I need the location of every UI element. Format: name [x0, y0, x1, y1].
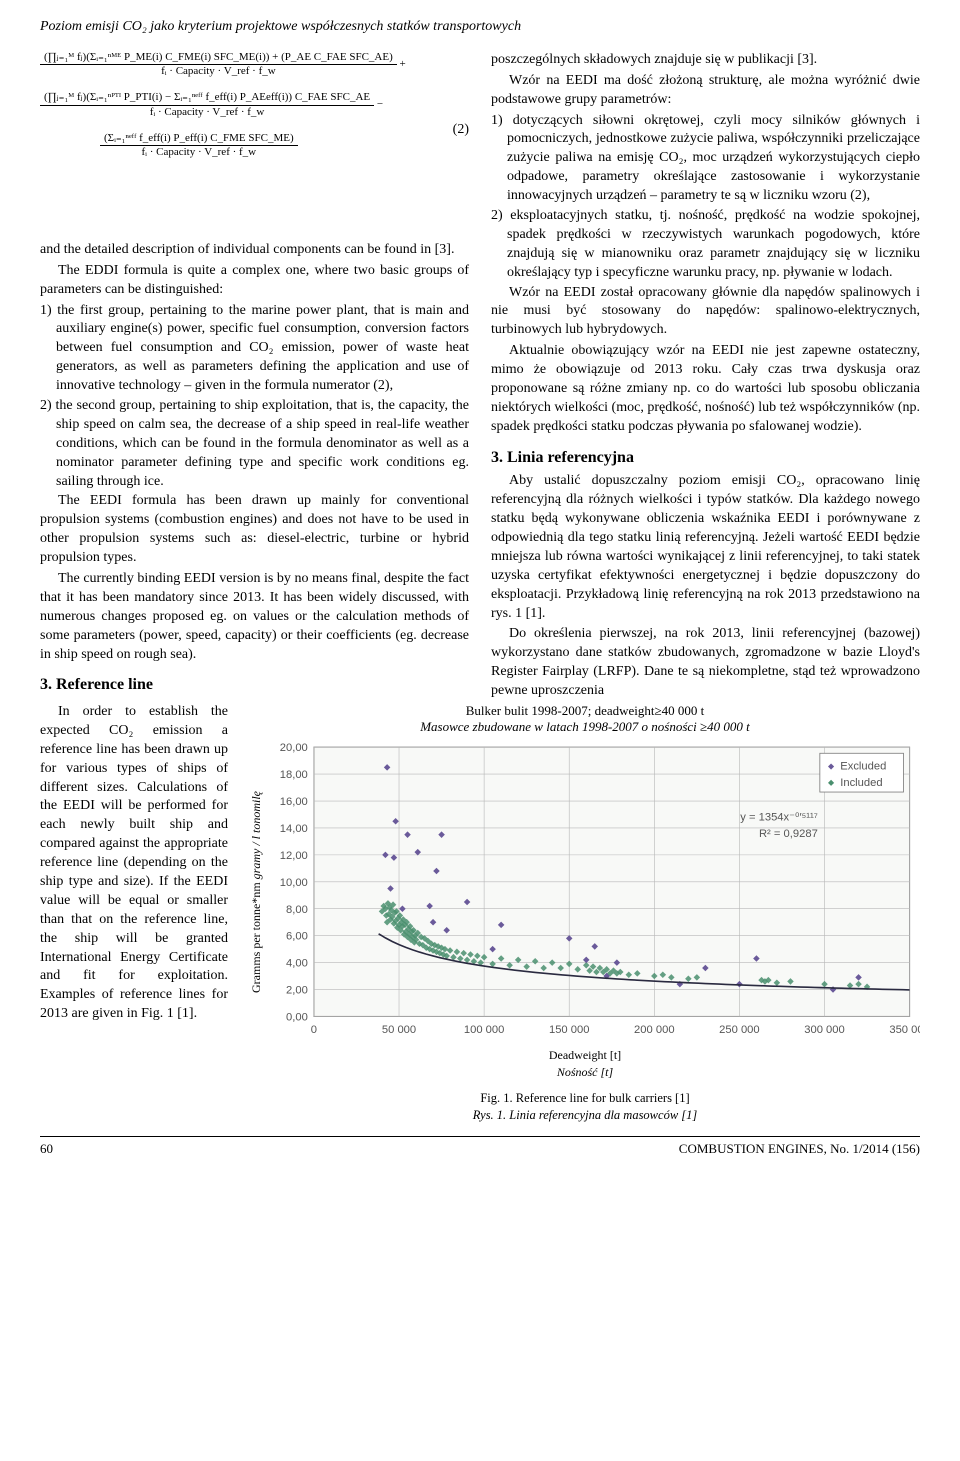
- svg-text:0: 0: [311, 1024, 317, 1036]
- left-p3: The currently binding EEDI version is by…: [40, 570, 469, 664]
- scatter-chart: 0,00 2,00 4,00 6,00 8,00 10,00 12,00 14,00 16,00…: [267, 739, 920, 1045]
- right-li2: 2) eksploatacyjnych statku, tj. nośność,…: [491, 207, 920, 283]
- right-p1: Wzór na EEDI ma dość złożoną strukturę, …: [491, 72, 920, 110]
- svg-text:16,00: 16,00: [280, 797, 308, 809]
- formula-line1-num: (∏ⱼ₌₁ᴹ fⱼ)(Σᵢ₌₁ⁿᴹᴱ P_ME(i) C_FME(i) SFC_…: [40, 51, 397, 65]
- chart-xlabel-en: Deadweight [t]: [549, 1048, 621, 1062]
- left-p4: In order to establish the expected CO₂ e…: [40, 703, 228, 1024]
- left-section-3-heading: 3. Reference line: [40, 674, 469, 696]
- chart-container: Bulker bulit 1998-2007; deadweight≥40 00…: [250, 703, 920, 1124]
- right-p0: poszczególnych składowych znajduje się w…: [491, 51, 920, 70]
- right-p3: Aktualnie obowiązujący wzór na EEDI nie …: [491, 342, 920, 436]
- chart-ylabel: Gramms per tonne*nm gramy / l tonomilę: [250, 791, 263, 993]
- svg-text:2,00: 2,00: [286, 985, 308, 997]
- chart-ylabel-en: Gramms per tonne*nm: [249, 883, 263, 994]
- journal-info: COMBUSTION ENGINES, No. 1/2014 (156): [679, 1140, 920, 1158]
- left-li2: 2) the second group, pertaining to ship …: [40, 397, 469, 491]
- formula-line1-den: fᵢ · Capacity · V_ref · f_w: [40, 65, 397, 78]
- svg-text:Excluded: Excluded: [840, 761, 886, 773]
- page-number: 60: [40, 1140, 53, 1158]
- chart-title-en: Bulker bulit 1998-2007; deadweight≥40 00…: [466, 703, 705, 718]
- svg-text:8,00: 8,00: [286, 904, 308, 916]
- chart-title-pl: Masowce zbudowane w latach 1998-2007 o n…: [420, 719, 750, 734]
- left-li1: 1) the first group, pertaining to the ma…: [40, 302, 469, 396]
- svg-text:0,00: 0,00: [286, 1012, 308, 1024]
- left-p2: The EEDI formula has been drawn up mainl…: [40, 492, 469, 568]
- left-column: (∏ⱼ₌₁ᴹ fⱼ)(Σᵢ₌₁ⁿᴹᴱ P_ME(i) C_FME(i) SFC_…: [40, 51, 469, 703]
- svg-text:14,00: 14,00: [280, 824, 308, 836]
- lower-block: In order to establish the expected CO₂ e…: [40, 703, 920, 1124]
- svg-text:350 000: 350 000: [890, 1024, 920, 1036]
- svg-text:200 000: 200 000: [634, 1024, 675, 1036]
- chart-title: Bulker bulit 1998-2007; deadweight≥40 00…: [250, 703, 920, 736]
- chart-ylabel-pl: gramy / l tonomilę: [249, 791, 263, 879]
- right-column: poszczególnych składowych znajduje się w…: [491, 51, 920, 703]
- page-footer: 60 COMBUSTION ENGINES, No. 1/2014 (156): [40, 1136, 920, 1158]
- two-column-layout: (∏ⱼ₌₁ᴹ fⱼ)(Σᵢ₌₁ⁿᴹᴱ P_ME(i) C_FME(i) SFC_…: [40, 51, 920, 703]
- right-section-3-heading: 3. Linia referencyjna: [491, 447, 920, 469]
- svg-text:300 000: 300 000: [804, 1024, 845, 1036]
- running-title: Poziom emisji CO₂ jako kryterium projekt…: [40, 18, 920, 37]
- formula-line2-den: fᵢ · Capacity · V_ref · f_w: [40, 106, 374, 119]
- formula-line3-num: (Σᵢ₌₁ⁿᵉᶠᶠ f_eff(i) P_eff(i) C_FME SFC_ME…: [100, 132, 298, 146]
- svg-text:R² = 0,9287: R² = 0,9287: [759, 828, 818, 840]
- chart-xlabel-pl: Nośność [t]: [557, 1065, 613, 1079]
- svg-text:12,00: 12,00: [280, 850, 308, 862]
- right-li1: 1) dotyczących siłowni okrętowej, czyli …: [491, 112, 920, 206]
- right-p5: Do określenia pierwszej, na rok 2013, li…: [491, 625, 920, 701]
- svg-text:y = 1354x⁻⁰′⁵¹¹⁷: y = 1354x⁻⁰′⁵¹¹⁷: [740, 812, 818, 824]
- svg-text:50 000: 50 000: [382, 1024, 416, 1036]
- svg-text:18,00: 18,00: [280, 770, 308, 782]
- eedi-formula: (∏ⱼ₌₁ᴹ fⱼ)(Σᵢ₌₁ⁿᴹᴱ P_ME(i) C_FME(i) SFC_…: [40, 51, 469, 241]
- chart-xlabel: Deadweight [t] Nośność [t]: [250, 1047, 920, 1079]
- right-p2: Wzór na EEDI został opracowany głównie d…: [491, 284, 920, 341]
- figure-caption: Fig. 1. Reference line for bulk carriers…: [250, 1090, 920, 1124]
- lower-left-text: In order to establish the expected CO₂ e…: [40, 703, 228, 1124]
- formula-line2-num: (∏ⱼ₌₁ᴹ fⱼ)(Σᵢ₌₁ⁿᴾᵀᴵ P_PTI(i) − Σᵢ₌₁ⁿᵉᶠᶠ …: [40, 91, 374, 105]
- svg-text:20,00: 20,00: [280, 743, 308, 755]
- left-p1: The EDDI formula is quite a complex one,…: [40, 262, 469, 300]
- svg-text:4,00: 4,00: [286, 958, 308, 970]
- formula-line3-den: fᵢ · Capacity · V_ref · f_w: [100, 146, 298, 159]
- right-p4: Aby ustalić dopuszczalny poziom emisji C…: [491, 472, 920, 623]
- svg-text:100 000: 100 000: [464, 1024, 505, 1036]
- fig-caption-pl: Rys. 1. Linia referencyjna dla masowców …: [473, 1108, 698, 1122]
- left-p0: and the detailed description of individu…: [40, 241, 469, 260]
- svg-text:150 000: 150 000: [549, 1024, 590, 1036]
- equation-number: (2): [453, 121, 469, 140]
- svg-text:250 000: 250 000: [719, 1024, 760, 1036]
- svg-text:6,00: 6,00: [286, 931, 308, 943]
- svg-text:Included: Included: [840, 777, 882, 789]
- fig-caption-en: Fig. 1. Reference line for bulk carriers…: [480, 1091, 689, 1105]
- svg-text:10,00: 10,00: [280, 877, 308, 889]
